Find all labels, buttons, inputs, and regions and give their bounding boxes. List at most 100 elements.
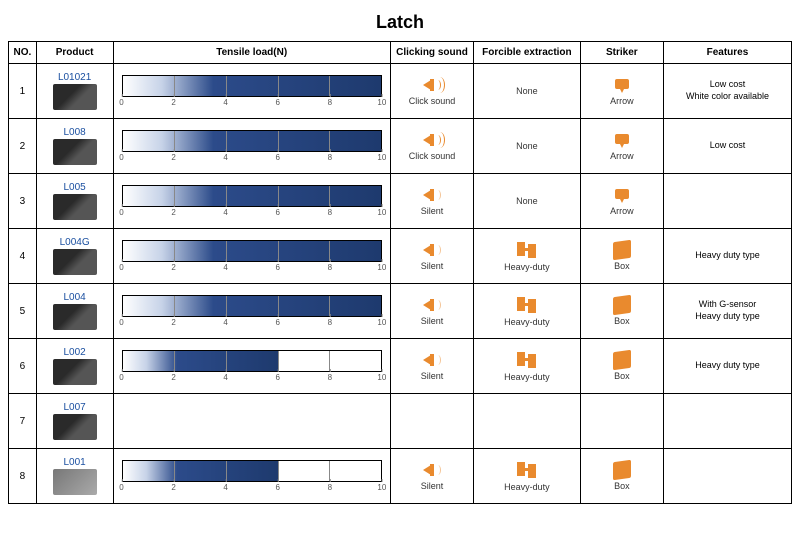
- cell-product: L005: [36, 174, 113, 229]
- cell-no: 8: [9, 449, 37, 504]
- cell-tensile: 0246810: [113, 284, 390, 339]
- cell-force: None: [474, 119, 581, 174]
- cell-force: None: [474, 174, 581, 229]
- tensile-bar: 0246810: [116, 182, 388, 221]
- cell-no: 3: [9, 174, 37, 229]
- table-row: 4 L004G 0246810 Silent Heavy-duty Box He…: [9, 229, 792, 284]
- product-image: [53, 84, 97, 110]
- cell-product: L008: [36, 119, 113, 174]
- cell-product: L007: [36, 394, 113, 449]
- tensile-bar: 0246810: [116, 72, 388, 111]
- striker-box-icon: [613, 460, 631, 481]
- table-row: 8 L001 0246810 Silent Heavy-duty Box: [9, 449, 792, 504]
- striker-label: Box: [614, 371, 630, 381]
- click-label: Click sound: [409, 96, 456, 106]
- product-image: [53, 194, 97, 220]
- cell-tensile: 0246810: [113, 119, 390, 174]
- cell-striker: Box: [580, 284, 663, 339]
- product-code: L007: [64, 402, 86, 413]
- header-row: NO. Product Tensile load(N) Clicking sou…: [9, 42, 792, 64]
- cell-force: Heavy-duty: [474, 229, 581, 284]
- silent-icon: [421, 351, 443, 369]
- product-image: [53, 414, 97, 440]
- striker-arrow-icon: [612, 186, 632, 204]
- cell-tensile: 0246810: [113, 339, 390, 394]
- product-image: [53, 304, 97, 330]
- striker-label: Box: [614, 261, 630, 271]
- product-image: [53, 359, 97, 385]
- striker-label: Box: [614, 316, 630, 326]
- silent-icon: [421, 241, 443, 259]
- product-image: [53, 139, 97, 165]
- force-label: Heavy-duty: [504, 372, 550, 382]
- click-sound-icon: [421, 131, 443, 149]
- header-striker: Striker: [580, 42, 663, 64]
- header-click: Clicking sound: [390, 42, 473, 64]
- product-image: [53, 249, 97, 275]
- cell-tensile: 0246810: [113, 174, 390, 229]
- heavy-duty-icon: [515, 240, 539, 260]
- cell-tensile: 0246810: [113, 449, 390, 504]
- striker-arrow-icon: [612, 76, 632, 94]
- product-code: L005: [64, 182, 86, 193]
- cell-no: 4: [9, 229, 37, 284]
- product-code: L01021: [58, 72, 91, 83]
- cell-striker: Arrow: [580, 174, 663, 229]
- tensile-bar: 0246810: [116, 292, 388, 331]
- click-label: Silent: [421, 316, 444, 326]
- force-label: Heavy-duty: [504, 317, 550, 327]
- cell-product: L004G: [36, 229, 113, 284]
- cell-click: Silent: [390, 174, 473, 229]
- cell-click: Click sound: [390, 119, 473, 174]
- heavy-duty-icon: [515, 350, 539, 370]
- header-tensile: Tensile load(N): [113, 42, 390, 64]
- silent-icon: [421, 296, 443, 314]
- force-label: None: [516, 141, 538, 151]
- tensile-bar: 0246810: [116, 457, 388, 496]
- cell-force: Heavy-duty: [474, 449, 581, 504]
- force-label: None: [516, 196, 538, 206]
- cell-tensile: 0246810: [113, 64, 390, 119]
- cell-product: L01021: [36, 64, 113, 119]
- cell-features: Low costWhite color available: [663, 64, 791, 119]
- table-row: 1 L01021 0246810 Click sound None Arrow …: [9, 64, 792, 119]
- force-label: Heavy-duty: [504, 482, 550, 492]
- striker-label: Arrow: [610, 151, 634, 161]
- cell-features: Heavy duty type: [663, 339, 791, 394]
- striker-box-icon: [613, 295, 631, 316]
- striker-box-icon: [613, 240, 631, 261]
- cell-striker: Arrow: [580, 64, 663, 119]
- cell-force: Heavy-duty: [474, 284, 581, 339]
- header-no: NO.: [9, 42, 37, 64]
- striker-arrow-icon: [612, 131, 632, 149]
- cell-features: [663, 174, 791, 229]
- silent-icon: [421, 186, 443, 204]
- header-force: Forcible extraction: [474, 42, 581, 64]
- striker-label: Arrow: [610, 206, 634, 216]
- tensile-bar: 0246810: [116, 237, 388, 276]
- cell-striker: Box: [580, 449, 663, 504]
- header-features: Features: [663, 42, 791, 64]
- heavy-duty-icon: [515, 295, 539, 315]
- cell-no: 2: [9, 119, 37, 174]
- cell-features: With G-sensorHeavy duty type: [663, 284, 791, 339]
- table-row: 3 L005 0246810 Silent None Arrow: [9, 174, 792, 229]
- striker-label: Box: [614, 481, 630, 491]
- click-label: Click sound: [409, 151, 456, 161]
- product-image: [53, 469, 97, 495]
- cell-force: [474, 394, 581, 449]
- striker-box-icon: [613, 350, 631, 371]
- cell-click: Silent: [390, 449, 473, 504]
- table-row: 2 L008 0246810 Click sound None Arrow Lo…: [9, 119, 792, 174]
- product-code: L004G: [60, 237, 90, 248]
- click-label: Silent: [421, 371, 444, 381]
- table-row: 5 L004 0246810 Silent Heavy-duty Box Wit…: [9, 284, 792, 339]
- force-label: Heavy-duty: [504, 262, 550, 272]
- cell-force: Heavy-duty: [474, 339, 581, 394]
- cell-no: 6: [9, 339, 37, 394]
- cell-product: L002: [36, 339, 113, 394]
- table-row: 6 L002 0246810 Silent Heavy-duty Box Hea…: [9, 339, 792, 394]
- cell-no: 1: [9, 64, 37, 119]
- cell-force: None: [474, 64, 581, 119]
- heavy-duty-icon: [515, 460, 539, 480]
